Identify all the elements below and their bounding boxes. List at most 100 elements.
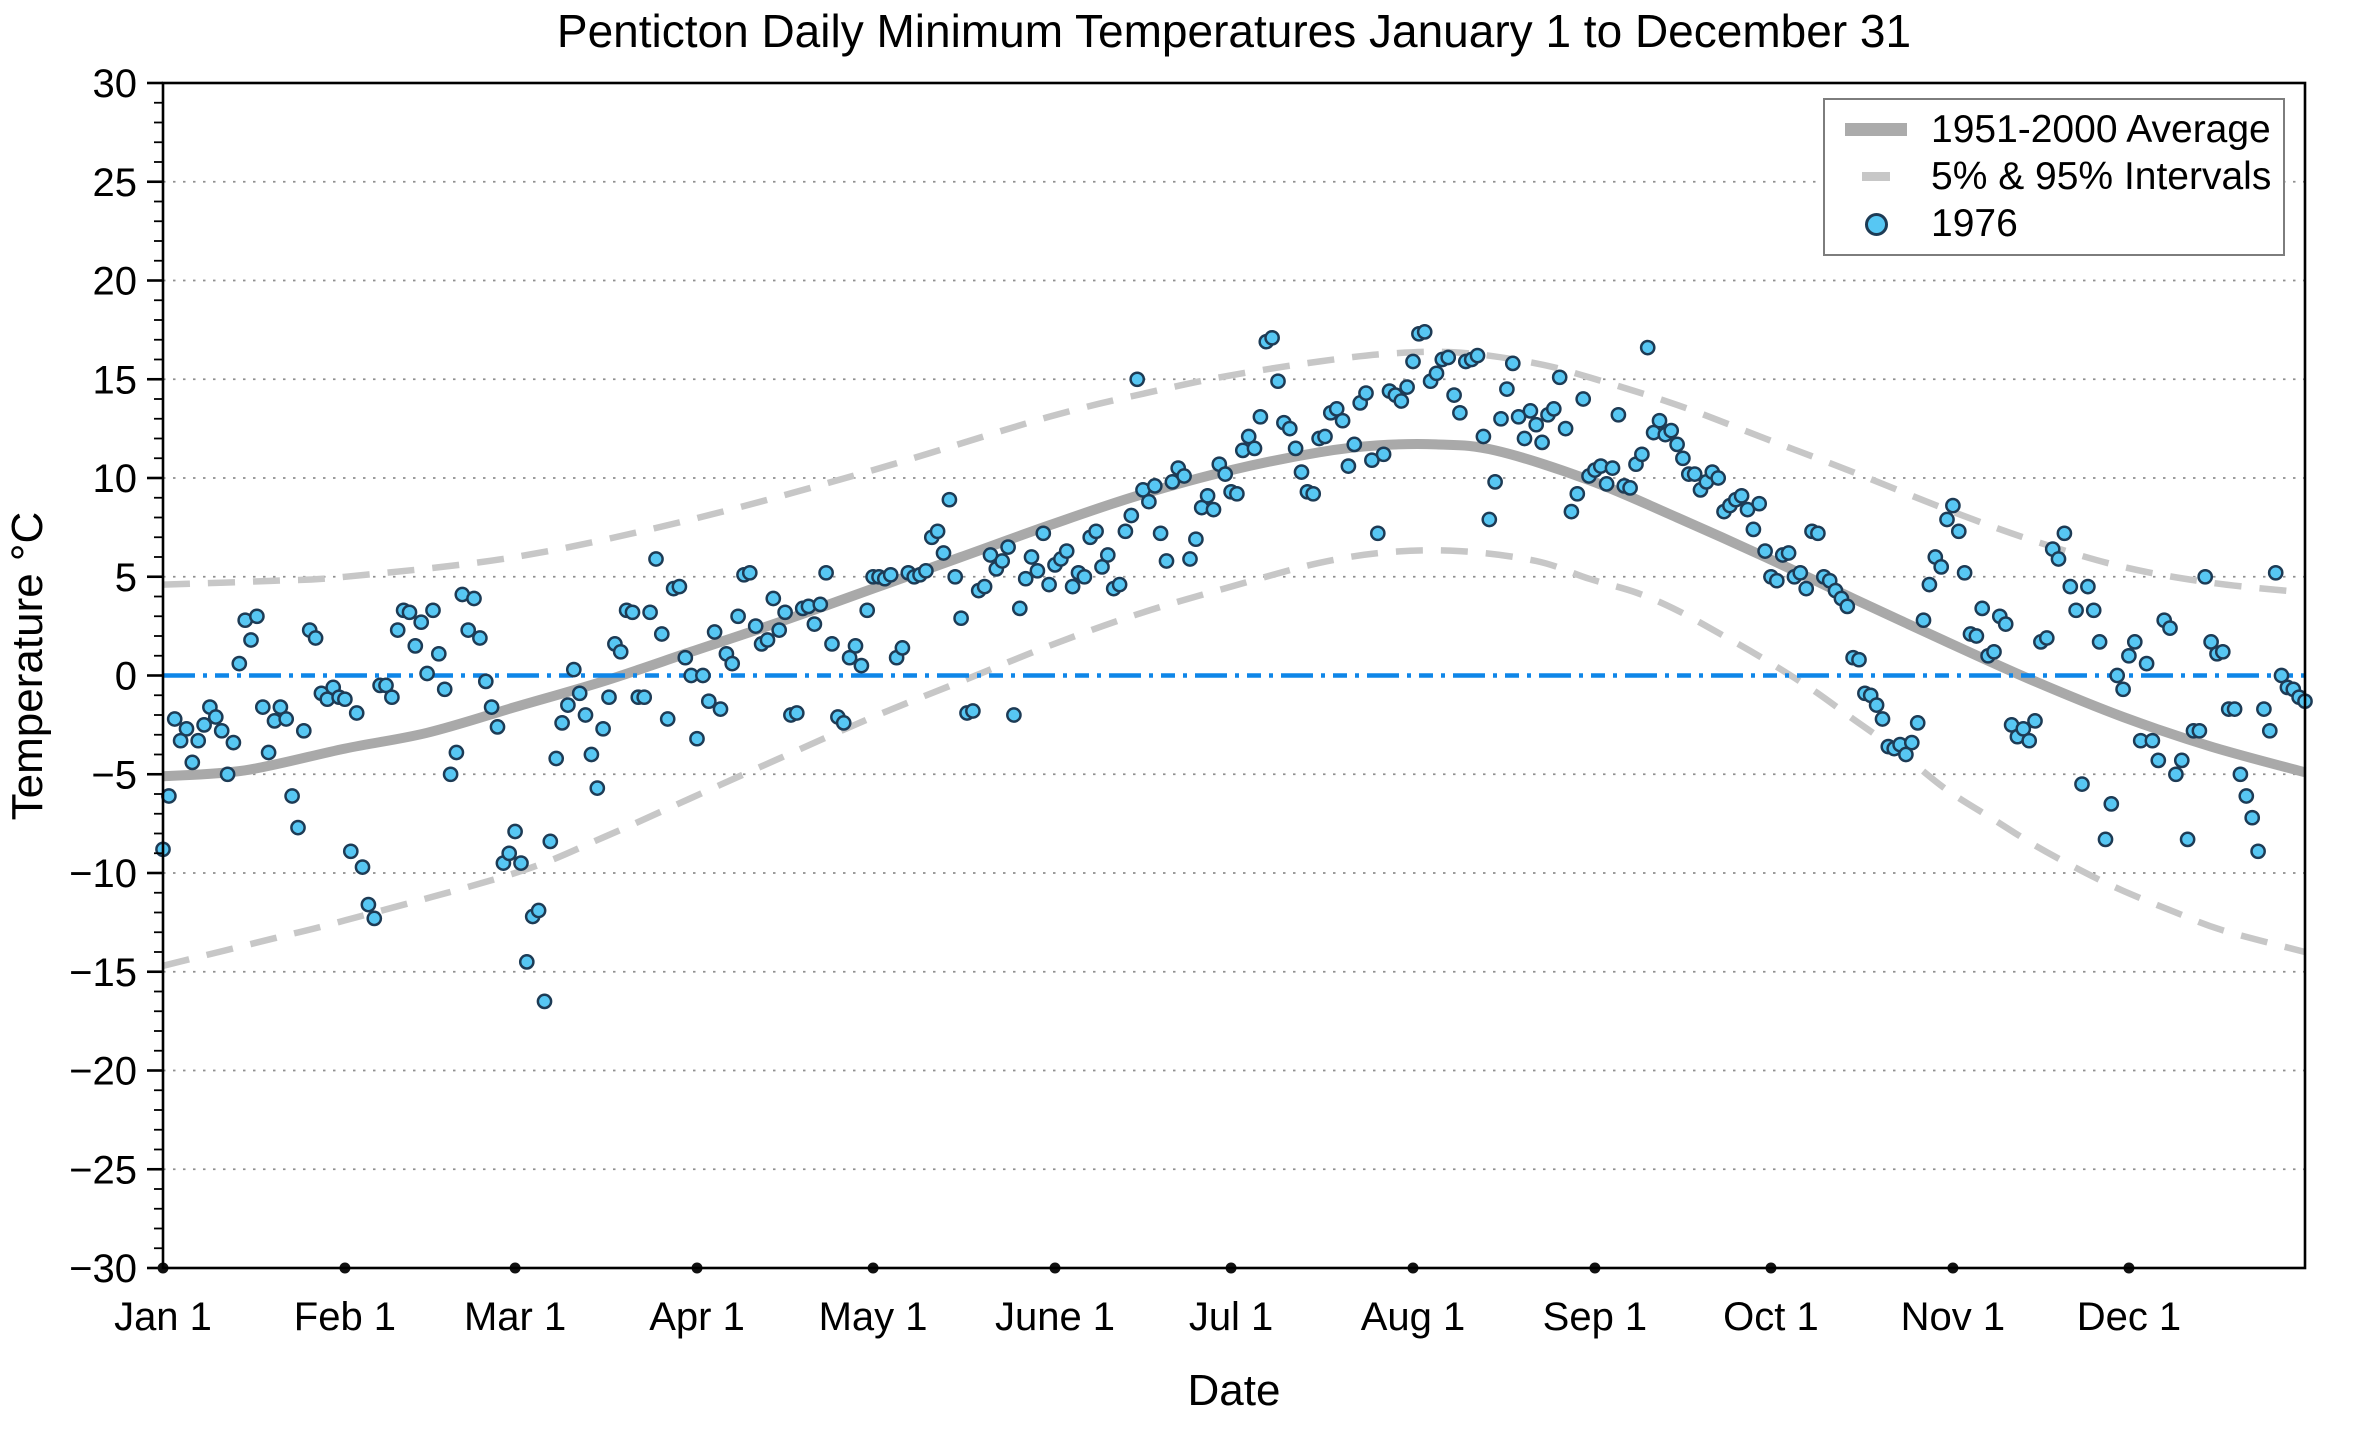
data-point-1976: [337, 691, 353, 708]
scatter-points: [155, 324, 2313, 1010]
data-point-1976: [824, 636, 840, 652]
y-tick-label: −15: [69, 951, 137, 995]
data-point-1976: [659, 711, 676, 727]
data-point-1976: [689, 730, 705, 747]
data-point-1976: [1000, 539, 1016, 555]
data-point-1976: [2191, 722, 2208, 739]
data-point-1976: [1270, 373, 1286, 390]
data-point-1976: [1129, 371, 1146, 388]
data-point-1976: [571, 685, 588, 702]
average-line: [162, 439, 2307, 782]
data-point-1976: [653, 626, 670, 642]
y-axis: −30 −25 −20 −15 −10 −5 0 5 10 15 20 25 30: [69, 62, 163, 1291]
data-point-1976: [1598, 476, 1615, 492]
chart-title: Penticton Daily Minimum Temperatures Jan…: [556, 5, 1912, 57]
x-tick-label: June 1: [995, 1295, 1115, 1339]
data-point-1976: [1510, 408, 1527, 425]
data-point-1976: [518, 954, 535, 970]
data-point-1976: [1141, 493, 1157, 510]
data-point-1976: [2250, 843, 2266, 860]
data-point-1976: [1182, 551, 1198, 567]
y-tick-label: 20: [93, 260, 138, 304]
data-point-1976: [1111, 576, 1128, 593]
data-point-1976: [2244, 809, 2261, 826]
data-point-1976: [1933, 559, 1950, 575]
plot-border: [161, 81, 2307, 1270]
data-point-1976: [1798, 580, 1815, 597]
legend-label-average: 1951-2000 Average: [1931, 107, 2271, 151]
data-point-1976: [231, 655, 248, 672]
data-point-1976: [389, 622, 406, 638]
x-tick-label: Jul 1: [1189, 1295, 1274, 1339]
data-point-1976: [1440, 349, 1457, 366]
data-point-1976: [249, 608, 265, 625]
data-point-1976: [589, 780, 606, 796]
average-line-swatch: [1843, 123, 1909, 137]
data-point-1976: [2027, 713, 2043, 729]
data-point-1976: [1064, 578, 1081, 595]
data-point-1976: [530, 902, 547, 919]
data-point-1976: [1534, 434, 1550, 451]
data-point-1976: [196, 717, 212, 733]
data-point-1976: [548, 750, 565, 767]
data-point-1976: [2138, 655, 2155, 672]
data-point-1976: [730, 608, 746, 625]
data-point-1976: [1076, 568, 1093, 585]
data-point-1976: [536, 993, 553, 1010]
data-point-1976: [184, 754, 201, 771]
data-point-1976: [1622, 480, 1638, 496]
data-point-1976: [771, 622, 788, 638]
data-point-1976: [1874, 711, 1891, 727]
data-point-1976: [2121, 647, 2137, 664]
data-point-1976: [1188, 531, 1204, 548]
data-point-1976: [1563, 503, 1580, 520]
data-point-1976: [1528, 416, 1545, 433]
data-point-1976: [947, 568, 964, 585]
data-point-1976: [2062, 578, 2079, 595]
data-point-1976: [965, 703, 981, 719]
data-point-1976: [1780, 545, 1797, 561]
x-axis-title: Date: [1187, 1366, 1281, 1415]
data-point-1976: [1986, 643, 2002, 660]
data-point-1976: [624, 604, 641, 621]
data-point-1976: [577, 707, 594, 723]
interval-line-swatch: [1843, 172, 1909, 182]
data-point-1976: [1011, 600, 1028, 617]
data-point-1976: [2126, 634, 2143, 650]
data-point-1976: [360, 896, 377, 913]
data-point-1976: [472, 630, 488, 646]
data-point-1976: [1686, 466, 1703, 482]
data-point-1976: [1921, 576, 1938, 593]
data-point-1976: [542, 833, 559, 850]
data-point-1976: [190, 732, 207, 749]
data-point-1976: [1945, 497, 1961, 514]
data-point-1976: [1710, 470, 1727, 486]
x-tick-label: Feb 1: [294, 1295, 396, 1339]
data-point-1976: [2214, 643, 2231, 660]
data-point-1976: [1146, 478, 1163, 494]
data-point-1976: [2197, 568, 2214, 585]
data-point-1976: [2150, 752, 2167, 769]
data-point-1976: [1152, 525, 1169, 542]
data-point-1976: [1264, 329, 1280, 346]
data-point-1976: [1551, 369, 1568, 386]
x-tick-label: Mar 1: [464, 1295, 566, 1339]
data-point-1976: [1058, 543, 1075, 559]
y-tick-label: 5: [115, 556, 137, 600]
data-point-1976: [835, 715, 852, 731]
data-point-1976: [2068, 602, 2084, 619]
data-point-1976: [953, 610, 969, 627]
data-point-1976: [1639, 339, 1656, 356]
data-point-1976: [812, 596, 829, 613]
data-point-1976: [1545, 401, 1562, 417]
data-point-1976: [1405, 353, 1421, 370]
data-point-1976: [671, 578, 688, 595]
data-point-1976: [260, 744, 277, 761]
data-point-1976: [747, 618, 764, 634]
data-point-1976: [941, 491, 958, 508]
data-point-1976: [859, 602, 876, 619]
data-point-1976: [2021, 732, 2038, 749]
data-point-1976: [841, 649, 858, 666]
data-point-1976: [2261, 722, 2278, 739]
data-point-1976: [442, 766, 459, 783]
